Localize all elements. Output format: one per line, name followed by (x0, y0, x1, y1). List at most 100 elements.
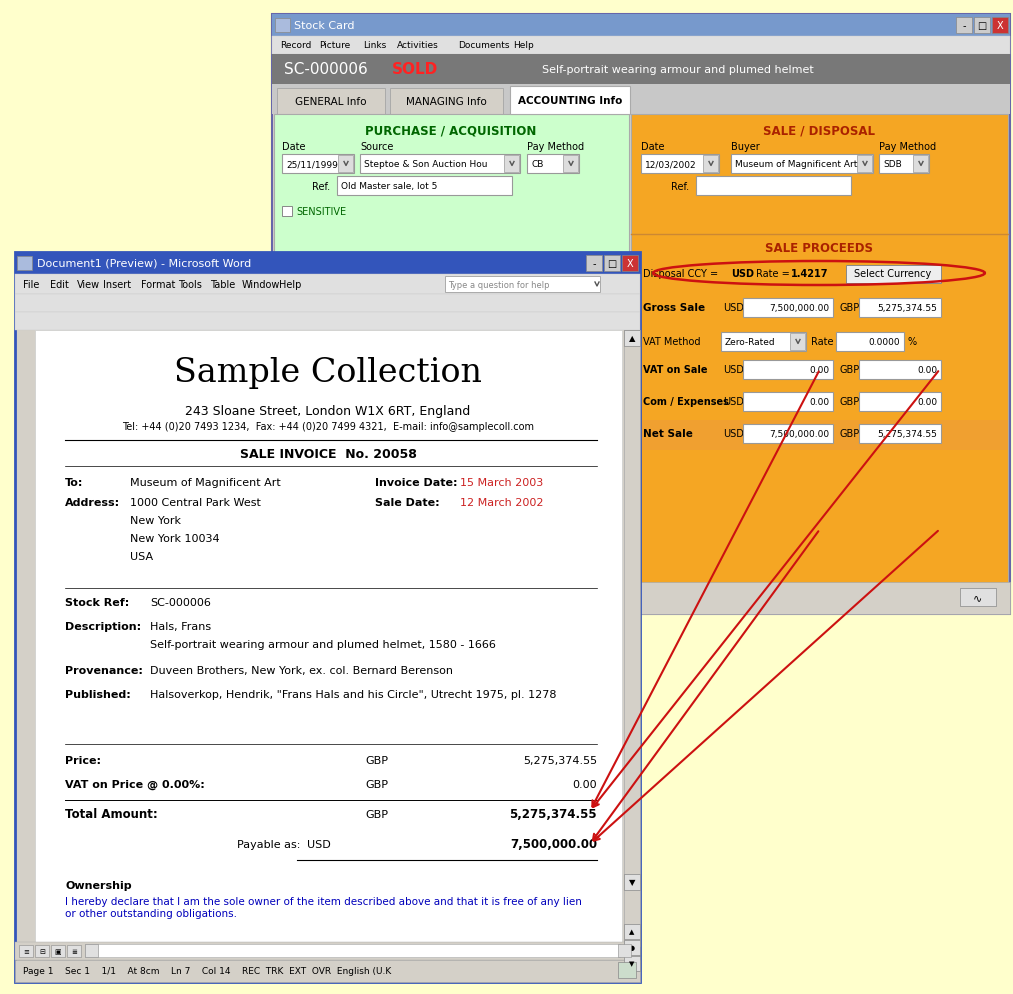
Text: 1000 Central Park West: 1000 Central Park West (130, 498, 261, 508)
Text: New York 10034: New York 10034 (130, 534, 220, 544)
Text: Pay Method: Pay Method (879, 142, 936, 152)
Text: X: X (627, 258, 633, 268)
Bar (836, 333, 904, 352)
Bar (731, 155, 873, 174)
Bar (975, 18, 990, 34)
Text: Description:: Description: (65, 621, 141, 631)
Text: 7,500,000.00: 7,500,000.00 (510, 838, 597, 851)
Text: GBP: GBP (365, 755, 388, 765)
Bar (624, 331, 640, 347)
Bar (85, 944, 620, 957)
Text: Pay Method: Pay Method (527, 142, 585, 152)
Text: Old Master sale, lot 5: Old Master sale, lot 5 (341, 182, 438, 191)
Text: □: □ (608, 258, 617, 268)
Text: Disposal CCY =: Disposal CCY = (643, 268, 718, 278)
Text: ⊟: ⊟ (40, 948, 45, 954)
Text: Buyer: Buyer (731, 142, 760, 152)
Text: ▶▶▶: ▶▶▶ (435, 592, 455, 602)
Text: 5,275,374.55: 5,275,374.55 (877, 304, 937, 313)
Text: Self-portrait wearing armour and plumed helmet, 1580 - 1666: Self-portrait wearing armour and plumed … (150, 639, 496, 649)
Bar (272, 582, 1010, 614)
Text: Total Amount:: Total Amount: (65, 808, 158, 821)
Text: Duveen Brothers, New York, ex. col. Bernard Berenson: Duveen Brothers, New York, ex. col. Bern… (150, 665, 453, 675)
Bar (859, 361, 941, 380)
Text: 7,500,000.00: 7,500,000.00 (769, 429, 829, 438)
Text: 25/11/1999: 25/11/1999 (286, 160, 338, 169)
Text: Record: Record (280, 42, 311, 51)
Text: GENERAL Info: GENERAL Info (295, 96, 367, 107)
Bar (586, 255, 602, 271)
Bar (19, 945, 33, 957)
Text: Source: Source (360, 142, 393, 152)
Text: USD: USD (723, 303, 744, 313)
Bar (631, 420, 1008, 450)
Text: VAT on Price @ 0.00%:: VAT on Price @ 0.00%: (65, 779, 205, 789)
Text: SALE PROCEEDS: SALE PROCEEDS (765, 243, 873, 255)
Bar (618, 962, 636, 978)
Bar (624, 940, 640, 955)
Bar (282, 155, 354, 174)
Text: File: File (23, 279, 40, 289)
Bar (859, 393, 941, 412)
Text: -: - (962, 21, 965, 31)
Bar (15, 942, 640, 960)
Text: Tel: +44 (0)20 7493 1234,  Fax: +44 (0)20 7499 4321,  E-mail: info@samplecoll.co: Tel: +44 (0)20 7493 1234, Fax: +44 (0)20… (122, 421, 534, 431)
Bar (859, 424, 941, 443)
Bar (743, 361, 833, 380)
Text: Help: Help (514, 42, 534, 51)
Bar (15, 960, 640, 982)
Text: Ref.: Ref. (312, 182, 330, 192)
Bar (275, 19, 290, 33)
Text: Select Currency: Select Currency (854, 268, 932, 278)
Text: Ref.: Ref. (671, 182, 689, 192)
Bar (274, 115, 629, 612)
Text: ▲: ▲ (629, 928, 635, 934)
Text: Links: Links (364, 42, 387, 51)
Bar (857, 156, 872, 173)
Bar (604, 255, 620, 271)
Bar (390, 88, 503, 115)
Bar (67, 945, 81, 957)
Text: 12 March 2002: 12 March 2002 (460, 498, 544, 508)
Text: Window: Window (242, 279, 281, 289)
Bar (624, 956, 640, 971)
Text: CB: CB (531, 160, 543, 169)
Text: ≣: ≣ (71, 948, 77, 954)
Text: Date: Date (641, 142, 665, 152)
Bar (913, 156, 928, 173)
Text: ▼: ▼ (629, 960, 635, 966)
Text: Self-portrait wearing armour and plumed helmet: Self-portrait wearing armour and plumed … (542, 65, 813, 75)
Text: SENSITIVE: SENSITIVE (296, 207, 346, 217)
Text: Type a question for help: Type a question for help (448, 280, 549, 289)
Text: GBP: GBP (365, 779, 388, 789)
Bar (563, 156, 578, 173)
Text: 0.00: 0.00 (808, 398, 829, 407)
Bar (859, 299, 941, 318)
Text: Activities: Activities (397, 42, 439, 51)
Bar (15, 252, 640, 274)
Text: USD: USD (723, 428, 744, 438)
Bar (956, 18, 972, 34)
Text: Halsoverkop, Hendrik, "Frans Hals and his Circle", Utrecht 1975, pl. 1278: Halsoverkop, Hendrik, "Frans Hals and hi… (150, 689, 556, 700)
Bar (282, 207, 292, 217)
Bar (743, 299, 833, 318)
Text: 0.00: 0.00 (917, 366, 937, 375)
Text: SALE / DISPOSAL: SALE / DISPOSAL (763, 124, 875, 137)
Text: I hereby declare that I am the sole owner of the item described above and that i: I hereby declare that I am the sole owne… (65, 897, 581, 917)
Bar (703, 156, 718, 173)
Text: ≡: ≡ (23, 948, 29, 954)
Bar (35, 945, 49, 957)
Bar (618, 944, 631, 957)
Text: Museum of Magnificent Art: Museum of Magnificent Art (735, 160, 857, 169)
Text: View: View (77, 279, 99, 289)
Text: Sample Collection: Sample Collection (174, 357, 482, 389)
Text: Sale Date:: Sale Date: (375, 498, 440, 508)
Text: ▼: ▼ (629, 878, 635, 887)
Text: SC-000006: SC-000006 (284, 63, 368, 78)
Text: Tools: Tools (178, 279, 202, 289)
Text: USD: USD (307, 839, 331, 849)
Text: Documents: Documents (458, 42, 510, 51)
Text: 0.0000: 0.0000 (868, 338, 900, 347)
Bar (622, 255, 638, 271)
Bar (790, 334, 805, 351)
